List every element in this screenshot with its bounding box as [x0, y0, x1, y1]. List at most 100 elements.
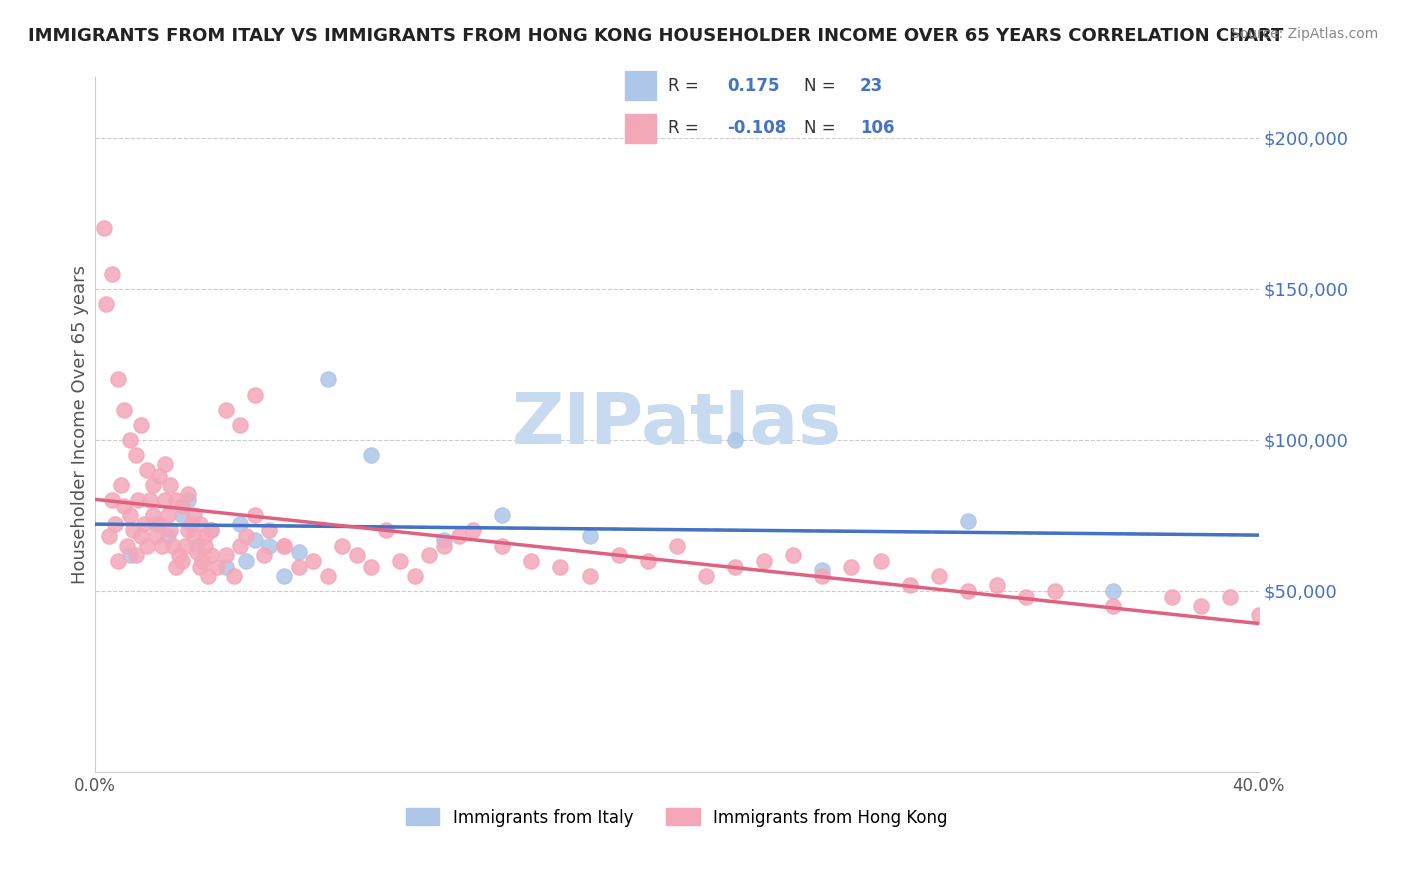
Point [153, 457, 176, 471]
Point [346, 548, 368, 562]
Point [197, 568, 219, 582]
Point [112, 402, 135, 417]
Point [115, 539, 138, 553]
Point [447, 529, 470, 543]
Point [724, 559, 747, 574]
Point [360, 448, 382, 462]
Point [136, 539, 159, 553]
Point [235, 529, 257, 543]
Point [172, 554, 194, 568]
Point [118, 508, 141, 523]
Text: Source: ZipAtlas.com: Source: ZipAtlas.com [1230, 27, 1378, 41]
Point [131, 529, 153, 543]
Point [96, 297, 118, 311]
Point [520, 554, 543, 568]
Point [229, 517, 252, 532]
Point [1102, 599, 1125, 613]
Point [177, 493, 200, 508]
Point [986, 578, 1008, 592]
Point [172, 508, 194, 523]
Point [374, 524, 396, 538]
Point [110, 478, 132, 492]
Point [159, 524, 181, 538]
Point [134, 517, 156, 532]
Point [389, 554, 412, 568]
Text: N =: N = [804, 77, 835, 95]
Point [148, 517, 170, 532]
Point [841, 559, 863, 574]
Text: R =: R = [668, 120, 699, 137]
Point [150, 539, 173, 553]
Point [162, 539, 184, 553]
Point [1219, 590, 1241, 604]
Point [782, 548, 804, 562]
Point [127, 493, 149, 508]
Point [156, 508, 179, 523]
Point [177, 524, 200, 538]
Point [273, 539, 295, 553]
Point [287, 559, 309, 574]
Point [637, 554, 659, 568]
Point [177, 487, 200, 501]
Point [259, 539, 281, 553]
Point [607, 548, 630, 562]
Text: 0.175: 0.175 [727, 77, 779, 95]
Point [153, 493, 176, 508]
Point [1160, 590, 1182, 604]
Point [1102, 583, 1125, 598]
Point [159, 478, 181, 492]
Point [224, 568, 246, 582]
Y-axis label: Householder Income Over 65 years: Householder Income Over 65 years [72, 265, 89, 584]
Point [418, 548, 440, 562]
Point [142, 508, 165, 523]
Point [1015, 590, 1038, 604]
Point [215, 548, 238, 562]
Point [174, 539, 197, 553]
Point [124, 448, 146, 462]
Point [183, 529, 205, 543]
Point [491, 508, 513, 523]
Point [183, 508, 205, 523]
Point [136, 463, 159, 477]
Point [124, 548, 146, 562]
Text: 106: 106 [860, 120, 894, 137]
Legend: Immigrants from Italy, Immigrants from Hong Kong: Immigrants from Italy, Immigrants from H… [399, 802, 955, 833]
Point [118, 433, 141, 447]
Point [107, 554, 129, 568]
Point [928, 568, 950, 582]
Point [433, 539, 456, 553]
Point [145, 529, 167, 543]
Point [165, 559, 187, 574]
Point [1043, 583, 1066, 598]
Point [145, 517, 167, 532]
Point [142, 478, 165, 492]
Point [165, 493, 187, 508]
Point [229, 417, 252, 432]
Point [243, 533, 266, 547]
Point [578, 529, 600, 543]
Point [167, 548, 190, 562]
Point [1247, 607, 1270, 622]
Point [724, 433, 747, 447]
Point [360, 559, 382, 574]
Point [287, 544, 309, 558]
Point [252, 548, 274, 562]
Point [811, 568, 834, 582]
Point [578, 568, 600, 582]
Point [215, 559, 238, 574]
Point [433, 533, 456, 547]
Point [235, 554, 257, 568]
Text: -0.108: -0.108 [727, 120, 786, 137]
Point [811, 563, 834, 577]
Point [200, 548, 222, 562]
Point [112, 500, 135, 514]
Point [194, 539, 217, 553]
Point [101, 493, 124, 508]
Point [98, 529, 121, 543]
Point [200, 524, 222, 538]
Point [93, 221, 115, 235]
Point [550, 559, 572, 574]
Point [461, 524, 484, 538]
Text: ZIPatlas: ZIPatlas [512, 390, 842, 459]
Point [172, 500, 194, 514]
